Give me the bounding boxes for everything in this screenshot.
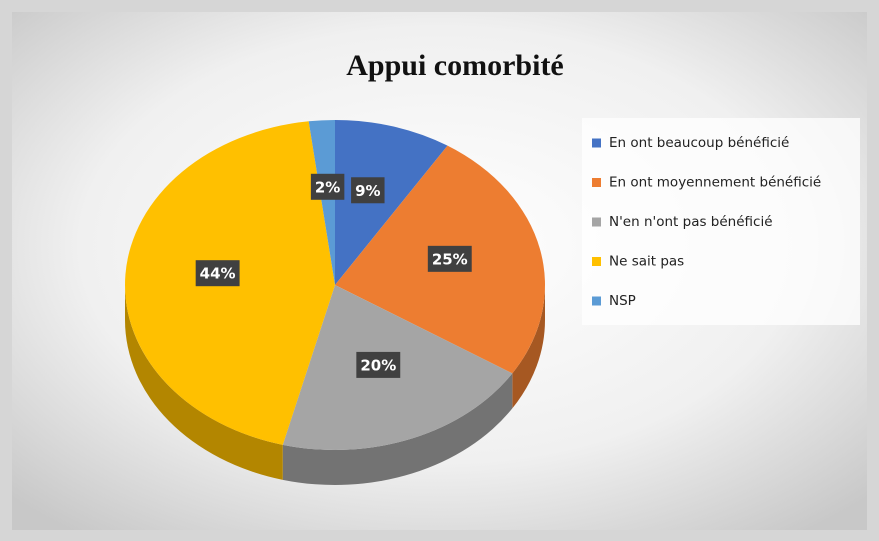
slice bbox=[335, 120, 448, 285]
legend-label: En ont moyennement bénéficié bbox=[609, 175, 821, 191]
slice-side bbox=[512, 285, 545, 409]
legend-label: Ne sait pas bbox=[609, 254, 684, 270]
slice-side bbox=[282, 373, 513, 486]
legend-box bbox=[582, 118, 860, 325]
data-label-box bbox=[351, 177, 385, 204]
data-label: 9% bbox=[355, 182, 380, 200]
legend-label: NSP bbox=[609, 293, 636, 309]
slice-top bbox=[335, 120, 448, 285]
data-label: 44% bbox=[200, 265, 236, 283]
data-label-box bbox=[427, 245, 472, 272]
data-label-box bbox=[356, 351, 401, 378]
slice bbox=[308, 120, 335, 285]
data-label-box bbox=[195, 260, 240, 287]
data-label: 25% bbox=[432, 250, 468, 268]
legend-swatch bbox=[592, 138, 601, 148]
legend-swatch bbox=[592, 178, 601, 187]
legend-swatch bbox=[592, 296, 601, 306]
slice-top bbox=[308, 120, 335, 285]
legend-label: N'en n'ont pas bénéficié bbox=[609, 214, 773, 230]
data-label: 2% bbox=[315, 178, 340, 196]
chart-title: Appui comorbité bbox=[346, 49, 564, 82]
data-label-box bbox=[310, 173, 345, 200]
slice-side bbox=[125, 285, 283, 480]
legend-swatch bbox=[592, 257, 601, 266]
legend-swatch bbox=[592, 217, 601, 227]
legend-label: En ont beaucoup bénéficié bbox=[609, 135, 789, 151]
data-label: 20% bbox=[360, 356, 396, 374]
